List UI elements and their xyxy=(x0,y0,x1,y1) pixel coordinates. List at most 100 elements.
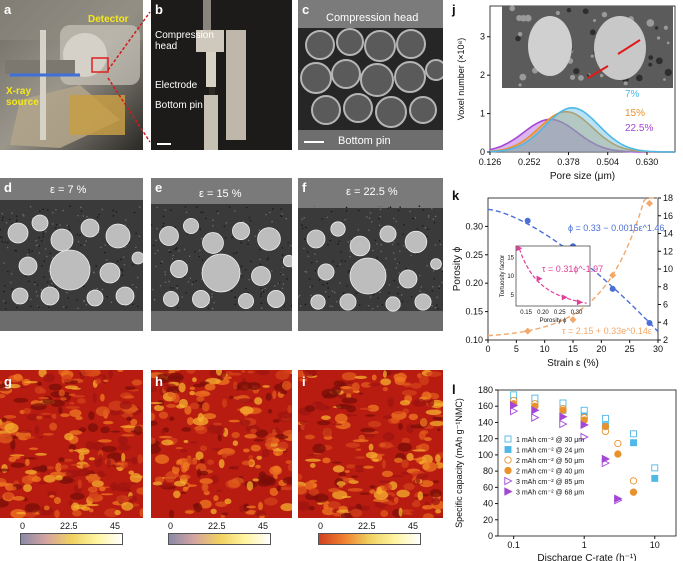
speckle xyxy=(283,305,285,307)
speckle xyxy=(103,251,106,254)
heatmap-blob xyxy=(66,469,79,478)
speckle xyxy=(178,249,180,252)
speckle xyxy=(301,218,304,221)
speckle xyxy=(233,252,235,255)
speckle xyxy=(15,215,18,217)
heatmap-blob xyxy=(241,370,246,373)
heatmap-blob xyxy=(417,473,429,479)
slice-top-band xyxy=(151,178,292,204)
heatmap-blob xyxy=(422,399,432,404)
speckle xyxy=(347,241,350,243)
speckle xyxy=(231,236,233,239)
heatmap-blob xyxy=(24,503,41,513)
legend-entry: 2 mAh cm⁻² @ 50 μm xyxy=(516,458,584,465)
x-tick-label: 0.504 xyxy=(596,157,619,167)
speckle xyxy=(169,287,172,289)
speckle xyxy=(51,211,54,214)
heatmap-blob xyxy=(194,425,205,431)
speckle xyxy=(100,246,102,249)
panel-c-letter: c xyxy=(302,2,310,17)
speckle xyxy=(260,287,262,290)
speckle xyxy=(83,299,85,302)
heatmap-blob xyxy=(390,416,400,424)
heatmap-blob xyxy=(184,510,194,514)
heatmap-blob xyxy=(151,445,161,454)
speckle xyxy=(101,288,104,291)
inset-y-tick-label: 5 xyxy=(511,293,515,299)
heatmap-blob xyxy=(256,455,263,460)
heatmap-blob xyxy=(151,402,163,405)
speckle xyxy=(249,219,252,222)
speckle xyxy=(223,225,226,228)
heatmap-blob xyxy=(236,381,253,391)
heatmap-blob xyxy=(87,423,99,433)
speckle xyxy=(432,269,435,272)
heatmap-blob xyxy=(10,462,25,468)
speckle xyxy=(230,290,233,292)
speckle xyxy=(110,301,113,304)
heatmap-blob xyxy=(201,402,210,412)
speckle xyxy=(122,256,125,258)
speckle xyxy=(410,295,413,298)
speckle xyxy=(79,234,81,237)
heatmap-blob xyxy=(63,458,74,462)
heatmap-blob xyxy=(71,387,82,390)
heatmap-blob xyxy=(348,480,359,484)
heatmap-blob xyxy=(88,508,94,513)
heatmap-blob xyxy=(351,475,359,478)
speckle xyxy=(426,265,428,267)
heatmap-blob xyxy=(271,428,277,438)
sem-grain xyxy=(654,26,659,30)
porosity-fit-label: ϕ = 0.33 − 0.0015ε^1.46 xyxy=(568,223,664,233)
speckle xyxy=(49,252,52,255)
speckle xyxy=(265,213,267,216)
porosity-point xyxy=(609,285,616,292)
heatmap-blob xyxy=(381,470,394,478)
heatmap-blob xyxy=(412,399,420,407)
heatmap-blob xyxy=(212,422,222,426)
heatmap-blob xyxy=(102,420,114,425)
heatmap-blob xyxy=(268,432,278,436)
speckle xyxy=(254,235,256,238)
heatmap-blob xyxy=(106,458,111,469)
speckle xyxy=(397,243,399,246)
speckle xyxy=(154,252,156,255)
heatmap-blob xyxy=(316,420,331,426)
heatmap-blob xyxy=(325,405,331,410)
sem-arrow xyxy=(617,39,641,55)
sem-grain xyxy=(570,74,576,80)
heatmap-blob xyxy=(108,400,125,411)
heatmap-blob xyxy=(412,449,426,452)
speckle xyxy=(55,208,57,211)
speckle xyxy=(405,267,407,270)
speckle xyxy=(391,243,394,246)
speckle xyxy=(4,302,7,304)
speckle xyxy=(212,224,214,227)
speckle xyxy=(34,281,36,284)
active-particle xyxy=(18,256,38,276)
speckle xyxy=(426,235,428,238)
speckle xyxy=(380,205,383,208)
speckle xyxy=(168,251,171,253)
heatmap-blob xyxy=(277,441,289,450)
speckle xyxy=(344,218,347,221)
panel-j-letter: j xyxy=(452,2,456,17)
heatmap-blob xyxy=(215,489,223,493)
slice-bottom-band xyxy=(151,311,292,331)
speckle xyxy=(11,288,13,290)
heatmap-blob xyxy=(421,391,432,401)
speckle xyxy=(54,286,57,289)
speckle xyxy=(54,227,57,229)
heatmap-blob xyxy=(65,405,80,409)
speckle xyxy=(51,282,53,285)
active-particle xyxy=(99,262,121,284)
heatmap-blob xyxy=(100,426,110,434)
speckle xyxy=(138,206,141,208)
heatmap-blob xyxy=(429,489,442,498)
heatmap-blob xyxy=(108,370,114,379)
y-axis-label: Voxel number (×10⁸) xyxy=(456,38,466,121)
sem-grain xyxy=(648,62,653,67)
speckle xyxy=(377,297,379,300)
y-tick-label: 100 xyxy=(478,450,493,460)
speckle xyxy=(135,246,137,249)
